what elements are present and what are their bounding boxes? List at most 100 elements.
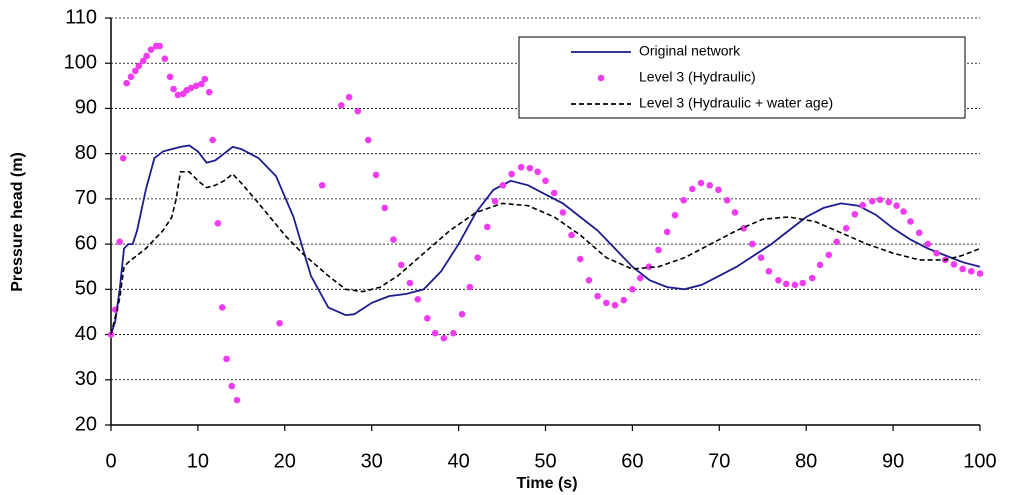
data-point: [731, 209, 739, 216]
x-tick-label: 70: [708, 450, 730, 472]
x-tick-label: 50: [534, 450, 556, 472]
data-point: [876, 196, 884, 204]
data-point: [372, 171, 380, 179]
data-point: [968, 267, 975, 275]
x-tick-label: 20: [274, 450, 296, 472]
data-point: [689, 185, 696, 193]
data-point: [900, 208, 907, 215]
data-point: [135, 62, 143, 70]
data-point: [318, 182, 326, 189]
data-point: [723, 196, 731, 204]
data-point: [517, 163, 525, 171]
data-point: [924, 240, 932, 248]
y-tick-label: 20: [75, 413, 97, 435]
data-point: [749, 240, 756, 248]
data-point: [228, 382, 236, 390]
data-point: [276, 319, 283, 327]
data-point: [663, 228, 671, 236]
data-point: [950, 261, 958, 268]
y-tick-label: 90: [75, 97, 97, 119]
data-point: [397, 261, 405, 269]
data-point: [655, 246, 662, 254]
x-tick-label: 0: [105, 450, 116, 472]
data-point: [907, 218, 914, 225]
data-point: [354, 107, 362, 115]
data-point: [893, 202, 900, 209]
data-point: [192, 82, 200, 90]
x-tick-label: 30: [361, 450, 383, 472]
x-tick-label: 90: [882, 450, 904, 472]
data-point: [508, 170, 515, 178]
legend-label: Level 3 (Hydraulic): [639, 69, 756, 85]
legend-box: [518, 36, 966, 119]
data-point: [885, 198, 893, 206]
y-tick-label: 110: [65, 6, 97, 28]
data-point: [775, 276, 782, 284]
x-tick-label: 60: [621, 450, 643, 472]
data-point: [825, 251, 833, 259]
data-point: [209, 136, 216, 144]
data-point: [499, 182, 507, 189]
x-tick-label: 40: [447, 450, 469, 472]
data-point: [147, 46, 155, 53]
data-point: [594, 292, 601, 300]
data-point: [715, 186, 722, 194]
data-point: [808, 274, 816, 282]
data-point: [214, 220, 222, 227]
data-point: [868, 197, 876, 205]
data-point: [799, 279, 807, 287]
legend: Original network Level 3 (Hydraulic) Level…: [518, 36, 966, 119]
data-point: [127, 73, 135, 81]
data-point: [364, 136, 372, 144]
data-line: [110, 171, 981, 335]
data-point: [959, 265, 966, 273]
data-point: [139, 57, 147, 65]
data-point: [198, 80, 205, 88]
data-point: [381, 204, 389, 212]
y-tick-label: 60: [75, 232, 97, 254]
data-point: [706, 182, 714, 189]
legend-swatch: [597, 74, 605, 82]
data-point: [791, 281, 799, 289]
y-tick-label: 70: [75, 187, 97, 209]
data-point: [915, 229, 923, 237]
data-point: [143, 52, 150, 60]
data-point: [576, 255, 584, 263]
legend-label: Level 3 (Hydraulic + water age): [639, 95, 833, 111]
data-point: [833, 238, 840, 246]
data-point: [636, 274, 644, 282]
data-point: [414, 295, 422, 303]
data-point: [132, 67, 139, 75]
data-line: [110, 144, 981, 335]
data-point: [123, 79, 130, 87]
data-point: [585, 276, 593, 284]
data-point: [629, 286, 636, 293]
x-axis-title: Time (s): [516, 475, 577, 492]
data-point: [976, 270, 984, 277]
data-point: [697, 179, 705, 187]
data-point: [424, 314, 431, 322]
data-point: [859, 201, 866, 209]
data-point: [156, 42, 163, 50]
data-point: [534, 168, 541, 176]
data-point: [816, 261, 824, 269]
data-point: [161, 55, 169, 62]
data-point: [765, 267, 773, 275]
x-tick-label: 100: [963, 450, 996, 472]
data-point: [166, 73, 174, 81]
data-point: [233, 396, 241, 404]
data-point: [337, 101, 345, 109]
data-point: [933, 249, 940, 257]
data-point: [645, 263, 653, 271]
data-point: [116, 238, 123, 246]
data-point: [559, 209, 567, 216]
data-point: [550, 189, 558, 197]
data-point: [218, 304, 226, 311]
legend-label: Original network: [639, 43, 741, 59]
y-tick-label: 50: [75, 278, 97, 300]
data-point: [671, 211, 679, 219]
data-point: [568, 231, 575, 239]
data-point: [440, 334, 448, 342]
data-point: [680, 196, 687, 204]
data-point: [201, 75, 209, 83]
